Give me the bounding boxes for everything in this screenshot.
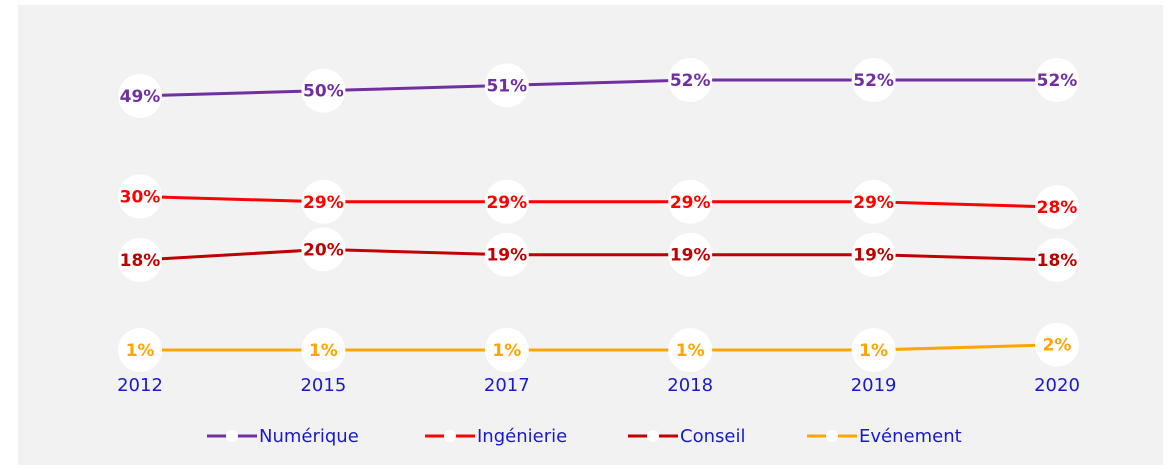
series-line bbox=[139, 78, 1057, 98]
value-label: 1% bbox=[859, 341, 888, 361]
value-label: 19% bbox=[853, 246, 894, 266]
point-marker bbox=[851, 179, 896, 224]
value-label: 1% bbox=[492, 341, 521, 361]
legend-label: Conseil bbox=[680, 426, 745, 447]
point-marker bbox=[851, 232, 896, 277]
value-label: 30% bbox=[120, 188, 161, 208]
legend-label: Ingénierie bbox=[477, 426, 567, 447]
x-tick-label: 2018 bbox=[667, 375, 713, 396]
legend-marker bbox=[826, 430, 838, 442]
x-tick-label: 2015 bbox=[300, 375, 346, 396]
point-marker bbox=[301, 328, 346, 373]
series-line bbox=[139, 195, 1058, 209]
x-tick-label: 2017 bbox=[484, 375, 530, 396]
value-label: 19% bbox=[670, 246, 711, 266]
value-label: 2% bbox=[1043, 336, 1072, 356]
point-marker bbox=[668, 328, 713, 373]
value-label: 18% bbox=[1037, 251, 1078, 271]
legend-label: Numérique bbox=[259, 426, 359, 447]
value-label: 51% bbox=[486, 76, 527, 96]
x-tick-label: 2012 bbox=[117, 375, 163, 396]
value-label: 52% bbox=[1037, 71, 1078, 91]
point-marker bbox=[118, 73, 162, 118]
point-marker bbox=[1035, 238, 1079, 283]
point-marker bbox=[484, 232, 529, 277]
point-marker bbox=[851, 58, 896, 103]
value-label: 18% bbox=[120, 251, 161, 271]
point-marker bbox=[851, 328, 896, 373]
value-label: 28% bbox=[1037, 198, 1078, 218]
point-marker bbox=[301, 68, 346, 113]
point-marker bbox=[668, 179, 713, 224]
point-marker bbox=[484, 328, 529, 373]
x-tick-label: 2020 bbox=[1034, 375, 1080, 396]
value-label: 1% bbox=[676, 341, 705, 361]
value-label: 49% bbox=[120, 87, 161, 107]
point-marker bbox=[668, 58, 713, 103]
point-marker bbox=[668, 232, 713, 277]
value-label: 52% bbox=[670, 71, 711, 91]
value-label: 29% bbox=[303, 193, 344, 213]
legend-marker bbox=[647, 430, 659, 442]
point-marker bbox=[301, 179, 346, 224]
point-marker bbox=[1035, 185, 1079, 230]
value-label: 19% bbox=[486, 246, 527, 266]
point-marker bbox=[118, 174, 162, 219]
series-line bbox=[139, 247, 1058, 262]
series-line bbox=[140, 343, 1058, 352]
value-label: 20% bbox=[303, 240, 344, 260]
x-tick-label: 2019 bbox=[851, 375, 897, 396]
value-label: 52% bbox=[853, 71, 894, 91]
value-label: 29% bbox=[670, 193, 711, 213]
value-label: 1% bbox=[309, 341, 338, 361]
legend-label: Evénement bbox=[859, 426, 962, 447]
point-marker bbox=[1035, 58, 1079, 103]
point-marker bbox=[301, 227, 346, 272]
point-marker bbox=[484, 179, 529, 224]
point-marker bbox=[118, 328, 162, 373]
value-label: 29% bbox=[486, 193, 527, 213]
value-label: 1% bbox=[126, 341, 155, 361]
legend-marker bbox=[444, 430, 456, 442]
chart-background bbox=[18, 5, 1163, 465]
legend-marker bbox=[226, 430, 238, 442]
value-label: 50% bbox=[303, 82, 344, 102]
value-label: 29% bbox=[853, 193, 894, 213]
point-marker bbox=[484, 63, 529, 108]
point-marker bbox=[1035, 322, 1079, 367]
point-marker bbox=[118, 238, 162, 283]
